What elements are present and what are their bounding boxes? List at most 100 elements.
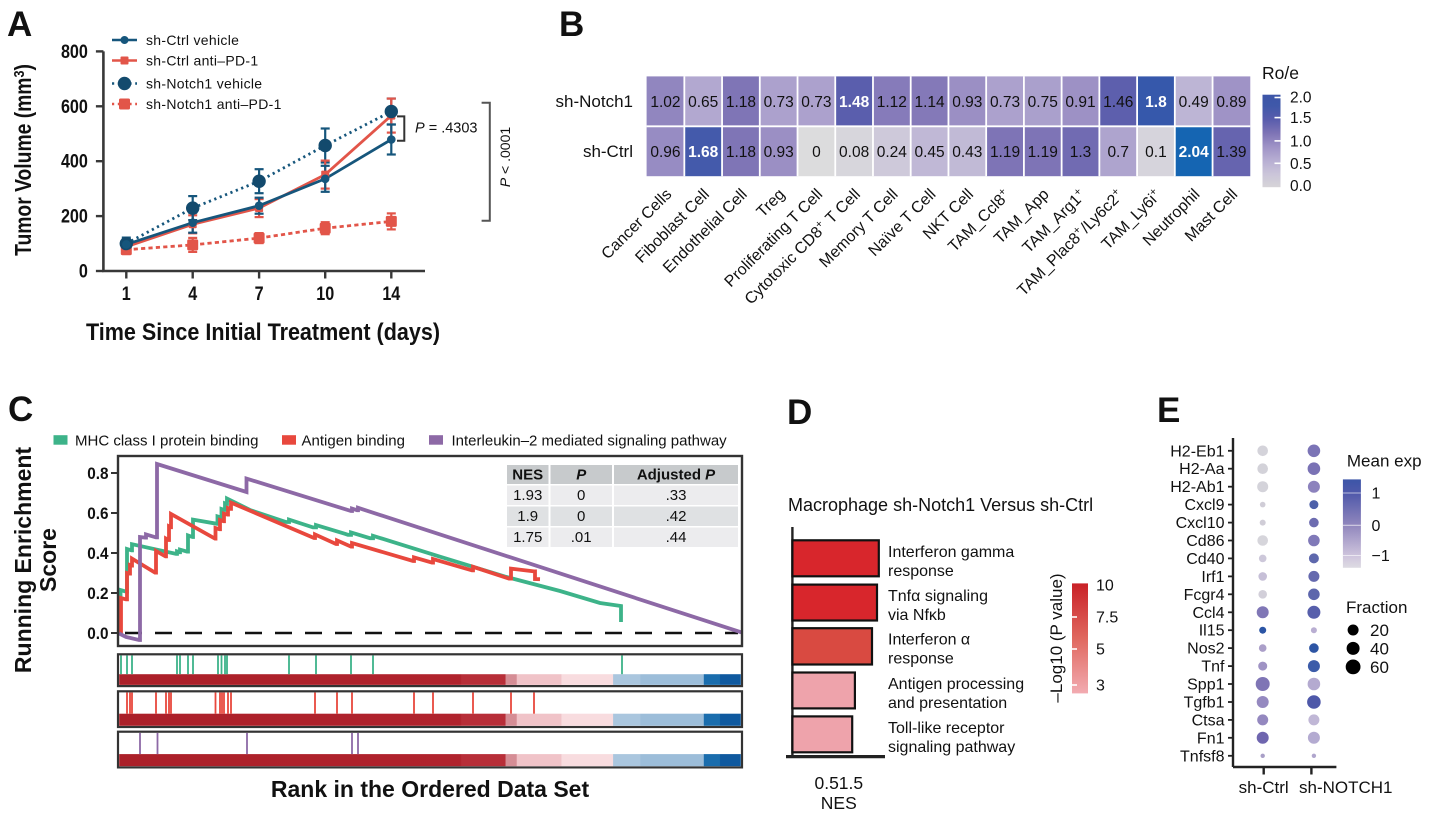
svg-text:1.3: 1.3: [1070, 144, 1092, 161]
svg-text:200: 200: [61, 205, 88, 227]
svg-text:sh-NOTCH1: sh-NOTCH1: [1299, 778, 1393, 797]
svg-text:1.75: 1.75: [513, 529, 542, 546]
svg-text:10: 10: [316, 283, 334, 305]
svg-text:1.46: 1.46: [1103, 94, 1133, 111]
svg-text:sh-Ctrl: sh-Ctrl: [1239, 778, 1289, 797]
svg-text:1.39: 1.39: [1216, 144, 1246, 161]
svg-text:Time Since Initial Treatment (: Time Since Initial Treatment (days): [86, 318, 440, 346]
svg-text:1.14: 1.14: [914, 94, 945, 111]
svg-text:14: 14: [382, 283, 400, 305]
svg-text:20: 20: [1370, 621, 1389, 640]
svg-text:Interferon gamma: Interferon gamma: [888, 544, 1014, 561]
svg-text:0.49: 0.49: [1179, 94, 1209, 111]
svg-text:40: 40: [1370, 639, 1389, 658]
svg-text:0.51.5: 0.51.5: [814, 773, 863, 793]
svg-text:Running Enrichment: Running Enrichment: [10, 447, 36, 674]
svg-text:0.91: 0.91: [1065, 94, 1095, 111]
svg-text:Cxcl10: Cxcl10: [1176, 515, 1225, 532]
svg-text:0.93: 0.93: [952, 94, 982, 111]
svg-text:0.0: 0.0: [87, 624, 108, 643]
svg-text:0.96: 0.96: [650, 144, 680, 161]
svg-text:Tumor Volume (mm3): Tumor Volume (mm3): [10, 64, 36, 256]
svg-text:sh-Notch1: sh-Notch1: [556, 92, 633, 111]
svg-text:1.02: 1.02: [650, 94, 680, 111]
svg-text:.33: .33: [666, 487, 687, 504]
svg-text:0.4: 0.4: [87, 544, 108, 563]
svg-text:600: 600: [61, 96, 88, 118]
svg-text:0: 0: [577, 508, 585, 525]
svg-text:sh-Ctrl anti–PD-1: sh-Ctrl anti–PD-1: [146, 52, 258, 68]
svg-text:.42: .42: [666, 508, 687, 525]
svg-text:NES: NES: [512, 467, 543, 484]
svg-text:2.0: 2.0: [1290, 90, 1312, 107]
svg-text:1.48: 1.48: [839, 94, 870, 111]
svg-text:Ccl4: Ccl4: [1192, 605, 1224, 622]
svg-text:0.89: 0.89: [1216, 94, 1246, 111]
svg-text:response: response: [888, 651, 954, 668]
svg-text:B: B: [559, 5, 584, 44]
svg-text:0.73: 0.73: [801, 94, 831, 111]
svg-text:Il15: Il15: [1199, 623, 1225, 640]
svg-text:signaling pathway: signaling pathway: [888, 739, 1015, 756]
svg-text:0.2: 0.2: [87, 584, 108, 603]
svg-text:10: 10: [1096, 578, 1114, 595]
svg-text:0.24: 0.24: [877, 144, 908, 161]
svg-text:Tnfsf8: Tnfsf8: [1180, 748, 1225, 765]
svg-text:1.19: 1.19: [990, 144, 1020, 161]
svg-text:P < .0001: P < .0001: [497, 127, 513, 188]
svg-text:Nos2: Nos2: [1187, 641, 1224, 658]
svg-text:0.08: 0.08: [839, 144, 869, 161]
svg-text:Irf1: Irf1: [1201, 569, 1224, 586]
svg-text:Mean exp: Mean exp: [1347, 452, 1422, 471]
svg-text:response: response: [888, 563, 954, 580]
svg-text:0: 0: [1372, 518, 1381, 535]
svg-text:1.0: 1.0: [1290, 133, 1312, 150]
svg-text:0: 0: [79, 260, 88, 282]
svg-text:Fraction: Fraction: [1346, 598, 1407, 617]
svg-text:sh-Ctrl vehicle: sh-Ctrl vehicle: [146, 32, 239, 48]
svg-text:Ctsa: Ctsa: [1192, 712, 1225, 729]
svg-text:Antigen processing: Antigen processing: [888, 676, 1024, 693]
svg-text:Tnfα signaling: Tnfα signaling: [888, 588, 988, 605]
svg-text:Ro/e: Ro/e: [1262, 63, 1299, 83]
svg-text:0.73: 0.73: [764, 94, 794, 111]
svg-text:.44: .44: [666, 529, 687, 546]
svg-text:A: A: [7, 5, 32, 44]
svg-text:3: 3: [1096, 678, 1105, 695]
svg-text:1.5: 1.5: [1290, 110, 1312, 127]
svg-text:Tgfb1: Tgfb1: [1184, 695, 1225, 712]
svg-text:1.8: 1.8: [1145, 94, 1167, 111]
svg-text:Rank in the Ordered Data Set: Rank in the Ordered Data Set: [271, 776, 590, 802]
svg-text:0.7: 0.7: [1107, 144, 1129, 161]
svg-text:Fcgr4: Fcgr4: [1184, 587, 1225, 604]
svg-text:Tnf: Tnf: [1201, 659, 1225, 676]
svg-text:1.18: 1.18: [726, 94, 756, 111]
svg-text:7: 7: [255, 283, 264, 305]
svg-text:Interferon α: Interferon α: [888, 632, 970, 649]
svg-text:E: E: [1157, 391, 1180, 430]
svg-text:800: 800: [61, 41, 88, 63]
svg-text:2.04: 2.04: [1179, 144, 1210, 161]
svg-text:1: 1: [122, 283, 131, 305]
svg-text:1.68: 1.68: [688, 144, 719, 161]
svg-text:D: D: [787, 393, 812, 432]
svg-text:0.75: 0.75: [1028, 94, 1058, 111]
svg-text:Fn1: Fn1: [1197, 730, 1225, 747]
svg-text:0.43: 0.43: [952, 144, 982, 161]
svg-text:1.12: 1.12: [877, 94, 907, 111]
svg-text:Adjusted P: Adjusted P: [637, 467, 716, 484]
svg-text:Cd40: Cd40: [1186, 551, 1224, 568]
svg-text:sh-Notch1 vehicle: sh-Notch1 vehicle: [146, 75, 262, 91]
svg-text:P = .4303: P = .4303: [415, 121, 477, 137]
svg-text:0.1: 0.1: [1145, 144, 1167, 161]
svg-text:0.45: 0.45: [914, 144, 944, 161]
svg-text:H2-Ab1: H2-Ab1: [1170, 479, 1224, 496]
svg-text:−1: −1: [1372, 548, 1390, 565]
svg-text:1.19: 1.19: [1028, 144, 1058, 161]
svg-text:Cd86: Cd86: [1186, 533, 1224, 550]
svg-text:and presentation: and presentation: [888, 695, 1007, 712]
svg-text:1: 1: [1372, 486, 1381, 503]
svg-text:sh-Notch1 anti–PD-1: sh-Notch1 anti–PD-1: [146, 96, 282, 112]
svg-text:400: 400: [61, 150, 88, 172]
svg-text:Interleukin–2 mediated signali: Interleukin–2 mediated signaling pathway: [452, 433, 728, 450]
